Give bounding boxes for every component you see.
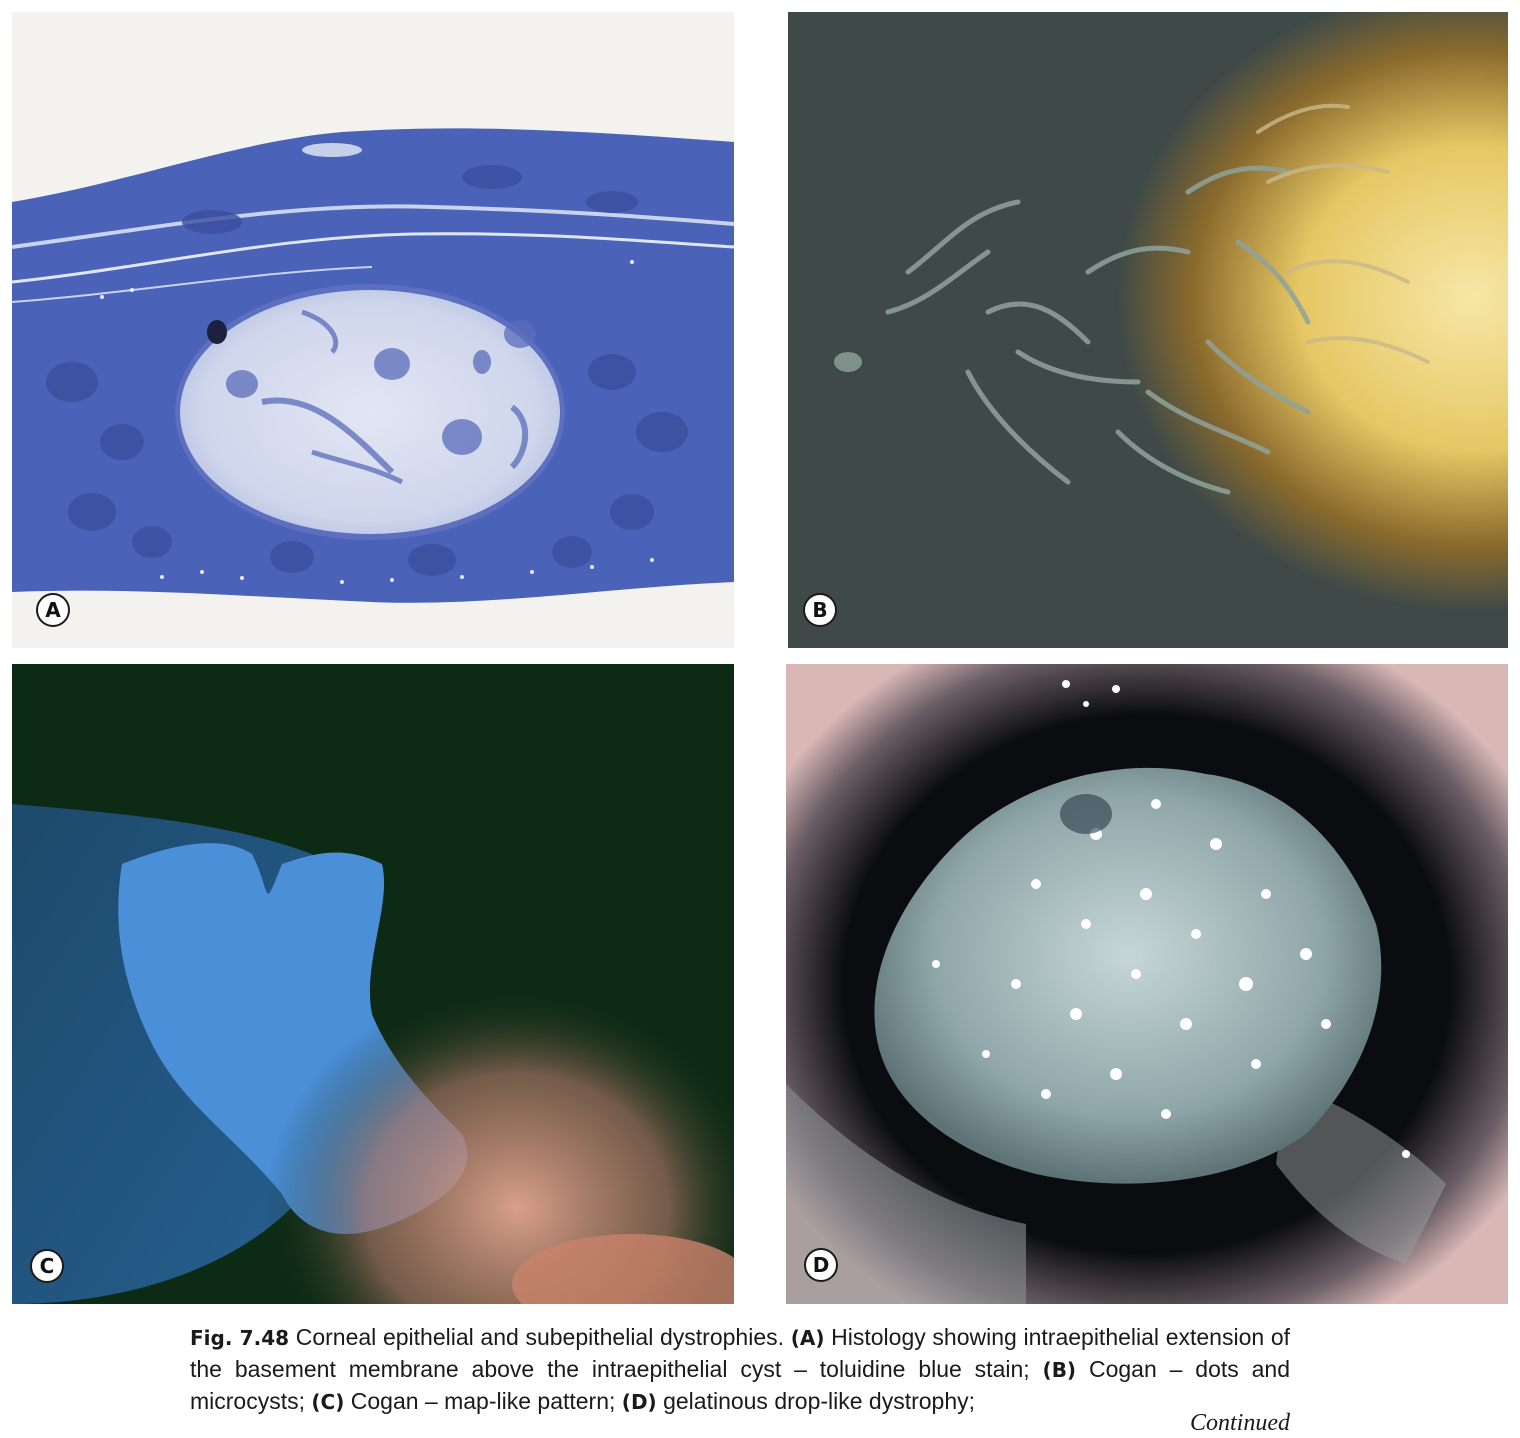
figure-label: Fig. 7.48: [190, 1326, 290, 1350]
caption-a-text: Histology showing intraepithelial extens…: [190, 1324, 1290, 1382]
panel-label-b: B: [803, 593, 837, 627]
panel-label-d: D: [804, 1248, 838, 1282]
panel-d-gelatinous: D: [786, 664, 1508, 1304]
panel-label-a: A: [36, 593, 70, 627]
histology-image: [12, 12, 734, 648]
caption-b-text: Cogan – dots and microcysts;: [190, 1356, 1290, 1414]
caption-d-label: (D): [621, 1390, 657, 1414]
caption-title: Corneal epithelial and subepithelial dys…: [295, 1324, 785, 1350]
panel-a-histology: A: [12, 12, 734, 648]
slit-lamp-image: [788, 12, 1508, 648]
map-pattern-image: [12, 664, 734, 1304]
caption-d-text: gelatinous drop-like dystrophy;: [663, 1388, 976, 1414]
figure-caption: Fig. 7.48 Corneal epithelial and subepit…: [190, 1322, 1290, 1438]
panel-label-c: C: [30, 1249, 64, 1283]
caption-c-label: (C): [311, 1390, 345, 1414]
panel-c-map-pattern: C: [12, 664, 734, 1304]
caption-a-label: (A): [790, 1326, 825, 1350]
gelatinous-image: [786, 664, 1508, 1304]
panel-b-slit-lamp: B: [788, 12, 1508, 648]
caption-b-label: (B): [1042, 1358, 1077, 1382]
continued-label: Continued: [1190, 1410, 1290, 1436]
caption-c-text: Cogan – map-like pattern;: [350, 1388, 616, 1414]
